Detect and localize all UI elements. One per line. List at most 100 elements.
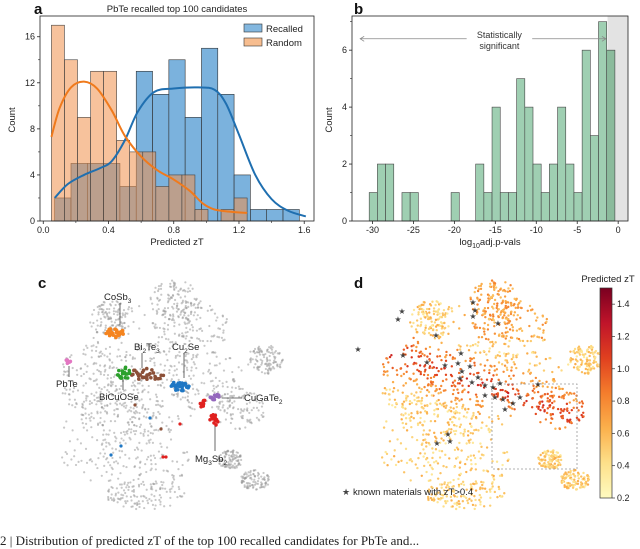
tsne-point	[211, 389, 214, 392]
zt-point	[551, 401, 554, 405]
tsne-point	[112, 375, 116, 379]
cluster-point	[209, 395, 214, 400]
zt-point	[569, 421, 573, 424]
tsne-point	[106, 373, 110, 377]
zt-point	[546, 397, 549, 400]
tsne-point	[120, 483, 123, 486]
tsne-point	[220, 396, 223, 399]
tsne-point	[134, 433, 137, 436]
zt-point	[441, 313, 445, 317]
tsne-point	[189, 284, 192, 287]
zt-point	[483, 330, 486, 333]
tsne-point	[65, 420, 68, 423]
tsne-point	[176, 302, 179, 305]
zt-point	[434, 310, 438, 313]
tsne-point	[179, 288, 182, 291]
tsne-point	[126, 432, 129, 435]
zt-point	[456, 397, 459, 400]
zt-point	[467, 349, 471, 352]
zt-point	[530, 351, 534, 354]
zt-point	[440, 327, 444, 330]
tsne-point	[130, 499, 133, 502]
zt-point	[470, 499, 473, 502]
zt-point	[443, 491, 447, 495]
zt-point	[584, 482, 588, 485]
tsne-point	[139, 432, 142, 435]
tsne-point	[172, 319, 175, 322]
tsne-point	[95, 362, 98, 365]
zt-point	[569, 359, 573, 362]
zt-point	[434, 494, 437, 497]
zt-point	[482, 386, 486, 389]
zt-point	[532, 351, 536, 354]
zt-point	[499, 311, 503, 314]
zt-point	[588, 354, 591, 358]
tsne-point	[124, 502, 127, 505]
zt-point	[440, 450, 444, 453]
zt-point	[428, 345, 432, 349]
tsne-point	[136, 456, 139, 459]
tsne-point	[123, 327, 126, 330]
zt-point	[509, 414, 512, 418]
zt-point	[450, 499, 453, 502]
zt-point	[494, 341, 497, 344]
zt-point	[583, 372, 587, 375]
histogram-bar-random	[168, 174, 183, 222]
cluster-point	[113, 327, 117, 331]
tsne-point	[173, 490, 176, 494]
zt-point	[505, 352, 508, 356]
zt-point	[429, 304, 433, 307]
zt-point	[415, 403, 418, 406]
tsne-point	[253, 347, 257, 351]
significance-annotation: Statistically significant	[359, 30, 607, 51]
cluster-point	[116, 333, 121, 338]
tsne-point	[143, 388, 146, 391]
zt-point	[496, 414, 500, 418]
tsne-point	[192, 353, 195, 357]
tsne-point	[203, 344, 206, 347]
zt-point	[406, 365, 409, 368]
zt-point	[420, 303, 424, 306]
zt-point	[423, 452, 427, 455]
y-tick-label: 4	[342, 102, 347, 112]
tsne-point	[220, 336, 224, 339]
tsne-point	[166, 470, 170, 473]
zt-point	[469, 454, 473, 457]
tsne-point	[217, 407, 220, 410]
zt-point	[483, 364, 487, 367]
tsne-point	[156, 384, 160, 387]
tsne-point	[163, 505, 166, 508]
zt-point	[424, 326, 427, 330]
zt-point	[504, 396, 507, 399]
zt-point	[519, 316, 522, 320]
zt-point	[586, 483, 590, 486]
tsne-point	[276, 352, 279, 355]
zt-point	[461, 375, 464, 379]
zt-point	[446, 312, 449, 315]
tsne-point	[163, 369, 166, 372]
tsne-point	[201, 339, 205, 343]
tsne-point	[209, 380, 213, 383]
tsne-point	[110, 394, 113, 397]
tsne-point	[215, 405, 219, 408]
tsne-background-points	[61, 279, 284, 511]
zt-point	[499, 398, 502, 401]
star-icon: ★	[481, 381, 488, 390]
zt-point	[383, 386, 387, 390]
star-icon: ★	[394, 315, 401, 324]
tsne-point	[235, 459, 238, 462]
zt-point	[552, 377, 556, 381]
tsne-point	[163, 386, 166, 389]
tsne-point	[183, 492, 186, 495]
tsne-point	[173, 325, 176, 328]
tsne-point	[114, 389, 117, 393]
tsne-point	[62, 365, 66, 369]
zt-point	[503, 492, 506, 495]
zt-point	[486, 470, 490, 473]
zt-point	[412, 321, 415, 325]
zt-point	[546, 385, 549, 389]
tsne-point	[266, 365, 269, 368]
tsne-point	[238, 427, 242, 431]
tsne-point	[97, 457, 100, 460]
zt-point	[506, 395, 510, 398]
